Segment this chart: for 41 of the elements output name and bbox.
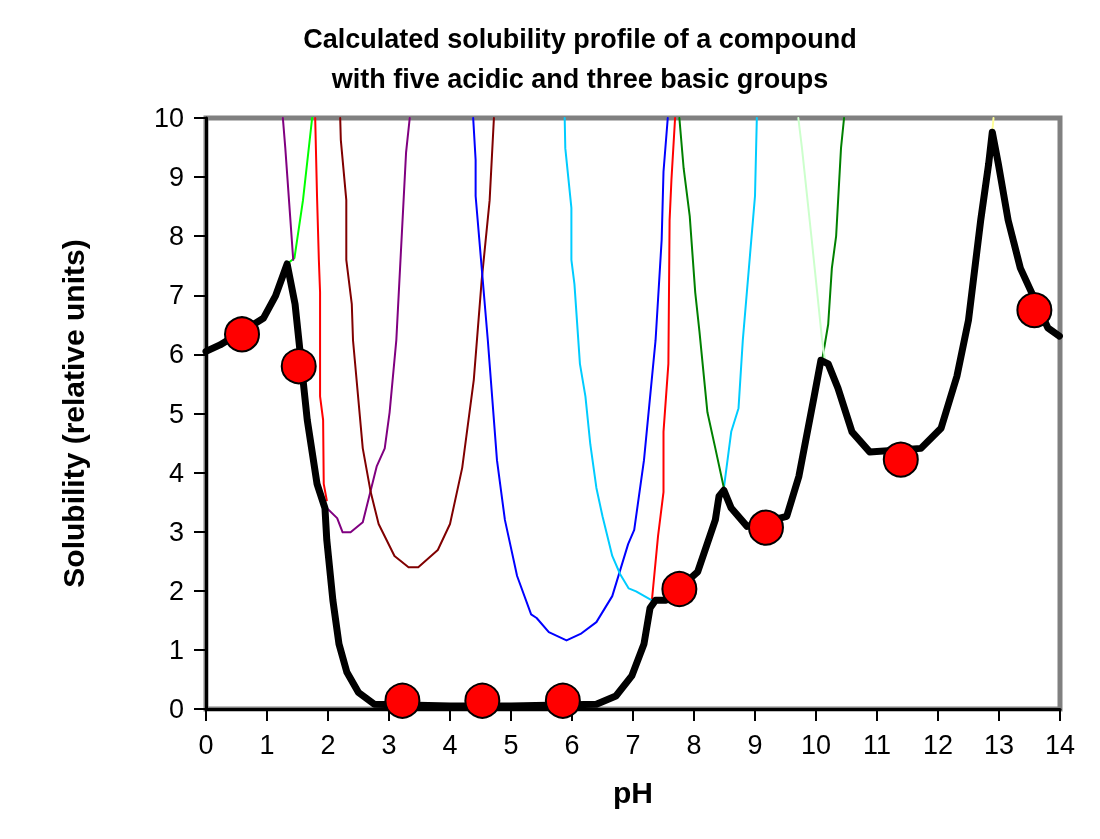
line-series — [797, 117, 827, 362]
point — [661, 571, 698, 608]
y-tick-label: 0 — [168, 694, 184, 724]
x-tick-label: 1 — [259, 729, 275, 760]
y-tick-label: 7 — [168, 280, 184, 311]
x-tick-label: 14 — [1044, 729, 1076, 760]
x-tick-label: 5 — [503, 729, 519, 760]
point — [882, 441, 919, 478]
point — [280, 348, 317, 385]
x-tick-label: 0 — [198, 729, 214, 760]
line-series — [339, 117, 495, 569]
x-tick-label: 8 — [686, 729, 702, 760]
y-tick-label: 4 — [168, 457, 184, 488]
x-tick-label: 3 — [381, 729, 397, 760]
y-tick-label: 8 — [168, 221, 184, 252]
x-tick-label: 12 — [922, 729, 954, 760]
chart-title: Calculated solubility profile of a compound with five acidic and three basic groups — [303, 24, 857, 94]
y-tick-label: 6 — [168, 339, 184, 370]
x-tick-label: 4 — [442, 729, 458, 760]
point — [384, 682, 421, 719]
line-series — [472, 117, 669, 642]
point — [748, 509, 784, 546]
y-tick-label: 5 — [168, 398, 184, 429]
y-tick-label: 2 — [168, 575, 184, 606]
x-tick-label: 9 — [747, 729, 763, 760]
y-tick-label: 3 — [168, 516, 184, 547]
y-tick-label: 1 — [168, 634, 184, 665]
point — [224, 316, 260, 353]
x-axis-title: pH — [613, 775, 653, 809]
x-tick-label: 11 — [862, 729, 892, 760]
x-tick-label: 2 — [320, 729, 336, 760]
x-tick-label: 10 — [800, 729, 832, 760]
y-axis-title: Solubility (relative units) — [56, 239, 90, 588]
x-tick-label: 6 — [564, 729, 580, 760]
point — [464, 682, 501, 719]
point — [544, 682, 581, 719]
x-tick-label: 7 — [625, 729, 641, 760]
y-tick-label: 10 — [153, 103, 184, 133]
point — [1016, 292, 1053, 329]
x-tick-label: 13 — [983, 729, 1015, 760]
y-tick-label: 9 — [168, 162, 184, 193]
